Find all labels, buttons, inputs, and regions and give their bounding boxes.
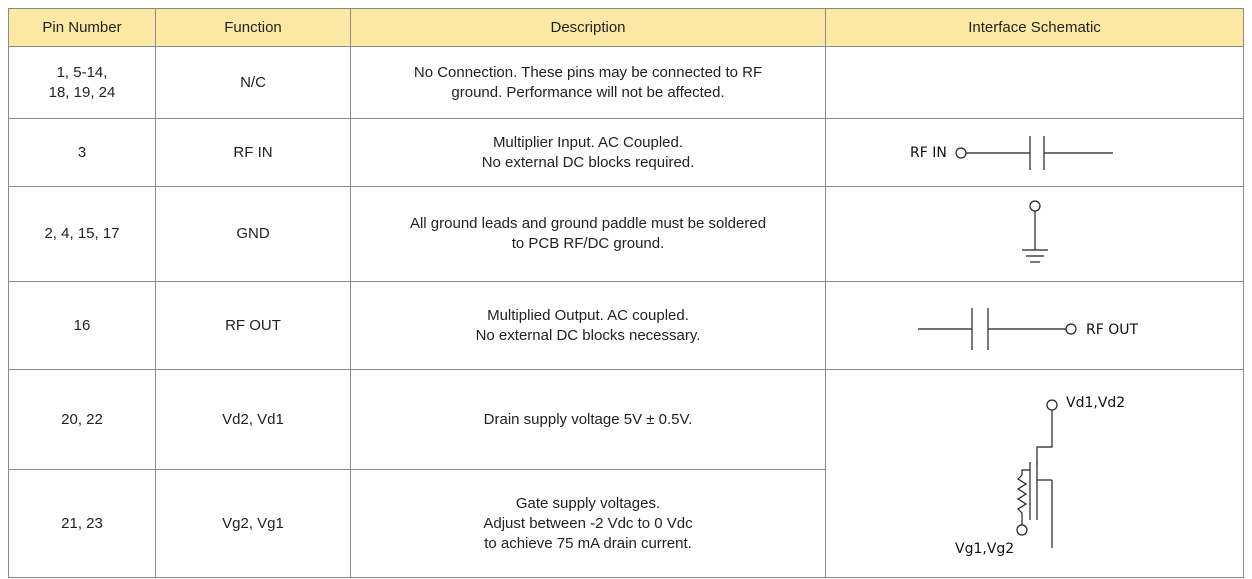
table-row: 2, 4, 15, 17 GND All ground leads and grou…: [8, 186, 1244, 282]
cell-line: Adjust between -2 Vdc to 0 Vdc: [483, 514, 693, 532]
description-cell: Drain supply voltage 5V ± 0.5V.: [350, 369, 826, 470]
cell-line: 2, 4, 15, 17: [44, 225, 120, 242]
table-row: 21, 23 Vg2, Vg1 Gate supply voltages. Adjus…: [8, 469, 1244, 578]
description-cell: All ground leads and ground paddle must …: [350, 186, 826, 282]
description-cell: Multiplier Input. AC Coupled. No external…: [350, 118, 826, 187]
cell-line: 1, 5-14,: [56, 63, 108, 81]
cell-line: No Connection. These pins may be connect…: [413, 63, 763, 81]
cell-line: All ground leads and ground paddle must …: [409, 215, 767, 232]
cell-line: Drain supply voltage 5V ± 0.5V.: [483, 410, 693, 428]
header-cell: Function: [155, 8, 351, 47]
pin-cell: 16: [8, 281, 156, 370]
description-cell: No Connection. These pins may be connect…: [350, 46, 826, 119]
header-cell: Pin Number: [8, 8, 156, 47]
function-cell: RF OUT: [155, 281, 351, 370]
schematic-cell: [825, 46, 1244, 119]
function-cell: Vg2, Vg1: [155, 469, 351, 578]
schematic-cell: [825, 369, 1244, 578]
cell-line: Gate supply voltages.: [515, 494, 661, 512]
pin-cell: 20, 22: [8, 369, 156, 470]
schematic-cell: [825, 118, 1244, 187]
cell-line: Multiplied Output. AC coupled.: [487, 306, 689, 324]
pin-cell: 21, 23: [8, 469, 156, 578]
header-cell: Interface Schematic: [825, 8, 1244, 47]
cell-line: Multiplier Input. AC Coupled.: [492, 133, 684, 151]
cell-line: ground. Performance will not be affected…: [451, 83, 725, 101]
pin-cell: 2, 4, 15, 17: [8, 186, 156, 282]
pin-table: Pin Number Function Description Interface S…: [8, 8, 1244, 578]
cell-line: No external DC blocks necessary.: [475, 326, 701, 344]
cell-line: 21, 23: [61, 514, 103, 532]
pin-cell: 3: [8, 118, 156, 187]
schematic-cell: [825, 186, 1244, 282]
table-row: 3 RF IN Multiplier Input. AC Coupled. No ex…: [8, 118, 1244, 187]
table-row: 16 RF OUT Multiplied Output. AC coupled. No…: [8, 281, 1244, 370]
function-cell: RF IN: [155, 118, 351, 187]
cell-line: 20, 22: [61, 410, 103, 428]
cell-line: 18, 19, 24: [48, 83, 116, 101]
header-row: Pin Number Function Description Interface S…: [8, 8, 1244, 47]
schematic-cell: [825, 281, 1244, 370]
cell-line: 3: [77, 143, 87, 161]
cell-line: 16: [73, 316, 91, 334]
table-row: 1, 5-14, 18, 19, 24 N/C No Connection. Thes…: [8, 46, 1244, 119]
function-cell: N/C: [155, 46, 351, 119]
description-cell: Multiplied Output. AC coupled. No externa…: [350, 281, 826, 370]
function-cell: GND: [155, 186, 351, 282]
function-cell: Vd2, Vd1: [155, 369, 351, 470]
cell-line: No external DC blocks required.: [481, 153, 695, 171]
table-body: 1, 5-14, 18, 19, 24 N/C No Connection. Thes…: [8, 46, 1244, 578]
description-cell: Gate supply voltages. Adjust between -2 V…: [350, 469, 826, 578]
table-row: 20, 22 Vd2, Vd1 Drain supply voltage 5V ± …: [8, 369, 1244, 578]
cell-line: to achieve 75 mA drain current.: [484, 534, 692, 552]
pin-cell: 1, 5-14, 18, 19, 24: [8, 46, 156, 119]
header-cell: Description: [350, 8, 826, 47]
cell-line: to PCB RF/DC ground.: [511, 235, 665, 252]
